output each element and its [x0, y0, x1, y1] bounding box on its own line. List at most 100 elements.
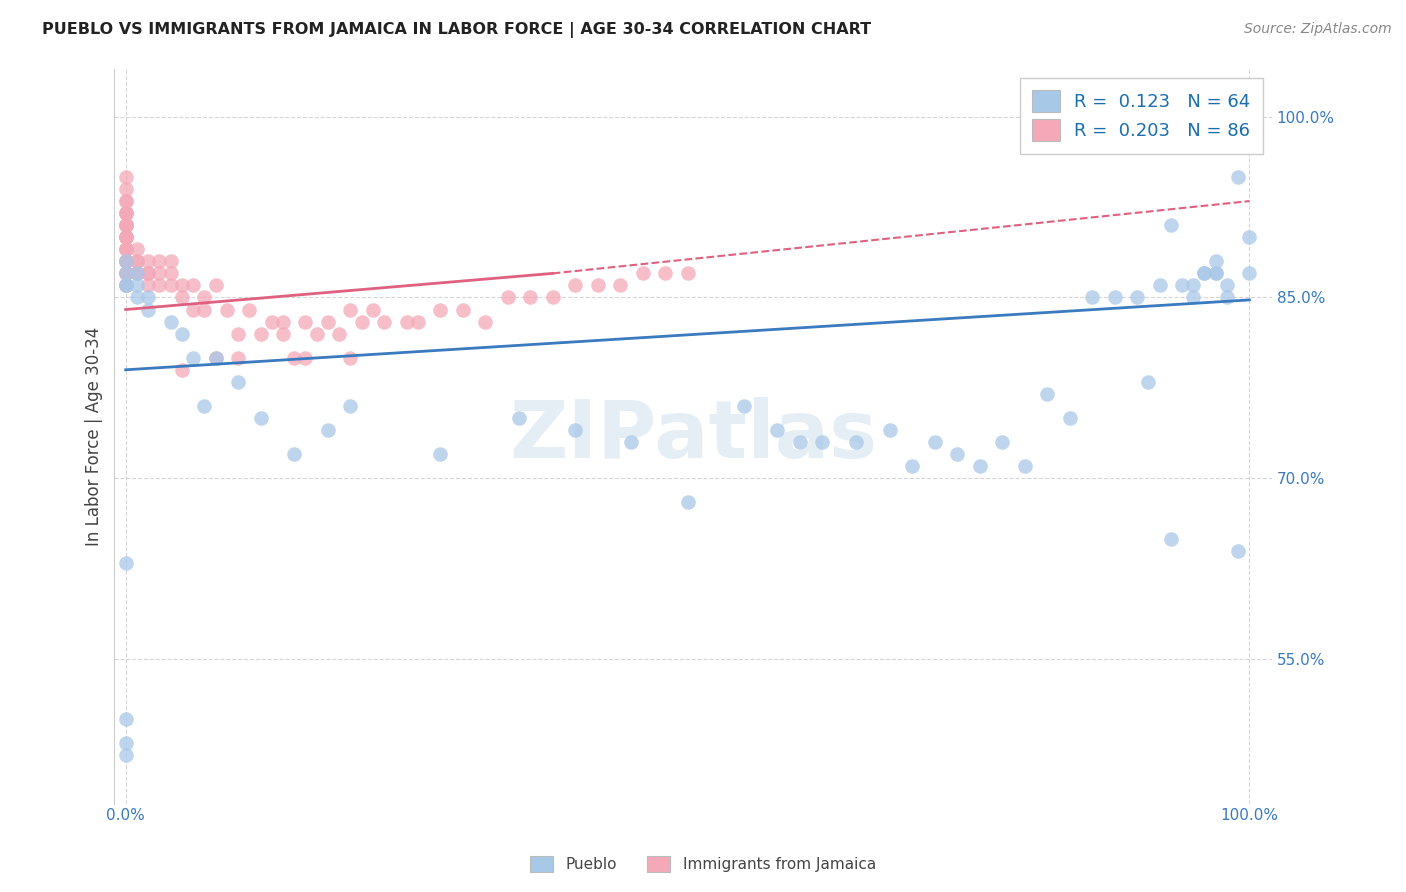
Point — [204, 351, 226, 365]
Point — [1239, 230, 1261, 244]
Y-axis label: In Labor Force | Age 30-34: In Labor Force | Age 30-34 — [86, 326, 103, 546]
Point — [564, 278, 586, 293]
Point — [305, 326, 328, 341]
Point — [1239, 110, 1261, 124]
Point — [496, 291, 519, 305]
Point — [1171, 278, 1194, 293]
Point — [226, 375, 249, 389]
Point — [1160, 532, 1182, 546]
Point — [451, 302, 474, 317]
Point — [283, 351, 305, 365]
Point — [474, 315, 496, 329]
Point — [114, 230, 136, 244]
Point — [654, 266, 676, 280]
Point — [114, 169, 136, 184]
Point — [316, 423, 339, 437]
Point — [215, 302, 238, 317]
Point — [811, 435, 834, 450]
Text: Source: ZipAtlas.com: Source: ZipAtlas.com — [1244, 22, 1392, 37]
Point — [676, 495, 699, 509]
Legend: Pueblo, Immigrants from Jamaica: Pueblo, Immigrants from Jamaica — [523, 848, 883, 880]
Point — [328, 326, 350, 341]
Point — [136, 302, 159, 317]
Point — [238, 302, 260, 317]
Point — [1149, 278, 1171, 293]
Text: PUEBLO VS IMMIGRANTS FROM JAMAICA IN LABOR FORCE | AGE 30-34 CORRELATION CHART: PUEBLO VS IMMIGRANTS FROM JAMAICA IN LAB… — [42, 22, 872, 38]
Point — [339, 351, 361, 365]
Point — [114, 254, 136, 268]
Point — [114, 242, 136, 256]
Point — [283, 447, 305, 461]
Point — [125, 254, 148, 268]
Point — [114, 218, 136, 232]
Point — [1205, 266, 1227, 280]
Point — [226, 326, 249, 341]
Point — [114, 254, 136, 268]
Point — [114, 254, 136, 268]
Point — [1227, 169, 1250, 184]
Point — [125, 278, 148, 293]
Point — [136, 291, 159, 305]
Point — [193, 291, 215, 305]
Point — [204, 351, 226, 365]
Point — [316, 315, 339, 329]
Point — [114, 748, 136, 763]
Point — [114, 218, 136, 232]
Point — [114, 242, 136, 256]
Point — [969, 459, 991, 474]
Point — [114, 278, 136, 293]
Point — [136, 278, 159, 293]
Point — [429, 302, 451, 317]
Point — [114, 266, 136, 280]
Point — [181, 351, 204, 365]
Point — [114, 736, 136, 750]
Point — [1205, 254, 1227, 268]
Point — [1194, 266, 1216, 280]
Point — [125, 242, 148, 256]
Point — [204, 278, 226, 293]
Point — [1182, 278, 1205, 293]
Point — [114, 206, 136, 220]
Point — [249, 326, 271, 341]
Point — [125, 266, 148, 280]
Point — [159, 254, 181, 268]
Point — [271, 315, 294, 329]
Point — [114, 266, 136, 280]
Point — [879, 423, 901, 437]
Point — [1059, 411, 1081, 425]
Point — [136, 254, 159, 268]
Point — [181, 302, 204, 317]
Point — [159, 266, 181, 280]
Point — [350, 315, 373, 329]
Point — [260, 315, 283, 329]
Point — [170, 326, 193, 341]
Point — [271, 326, 294, 341]
Point — [946, 447, 969, 461]
Point — [373, 315, 395, 329]
Point — [170, 291, 193, 305]
Point — [148, 278, 170, 293]
Point — [114, 218, 136, 232]
Point — [1194, 266, 1216, 280]
Point — [114, 254, 136, 268]
Point — [733, 399, 755, 413]
Point — [170, 278, 193, 293]
Point — [170, 363, 193, 377]
Point — [339, 302, 361, 317]
Point — [114, 194, 136, 208]
Point — [1126, 291, 1149, 305]
Point — [519, 291, 541, 305]
Point — [226, 351, 249, 365]
Point — [114, 278, 136, 293]
Point — [114, 254, 136, 268]
Point — [1036, 387, 1059, 401]
Point — [406, 315, 429, 329]
Point — [114, 266, 136, 280]
Point — [159, 315, 181, 329]
Point — [789, 435, 811, 450]
Point — [148, 266, 170, 280]
Point — [114, 278, 136, 293]
Point — [620, 435, 643, 450]
Point — [564, 423, 586, 437]
Point — [901, 459, 924, 474]
